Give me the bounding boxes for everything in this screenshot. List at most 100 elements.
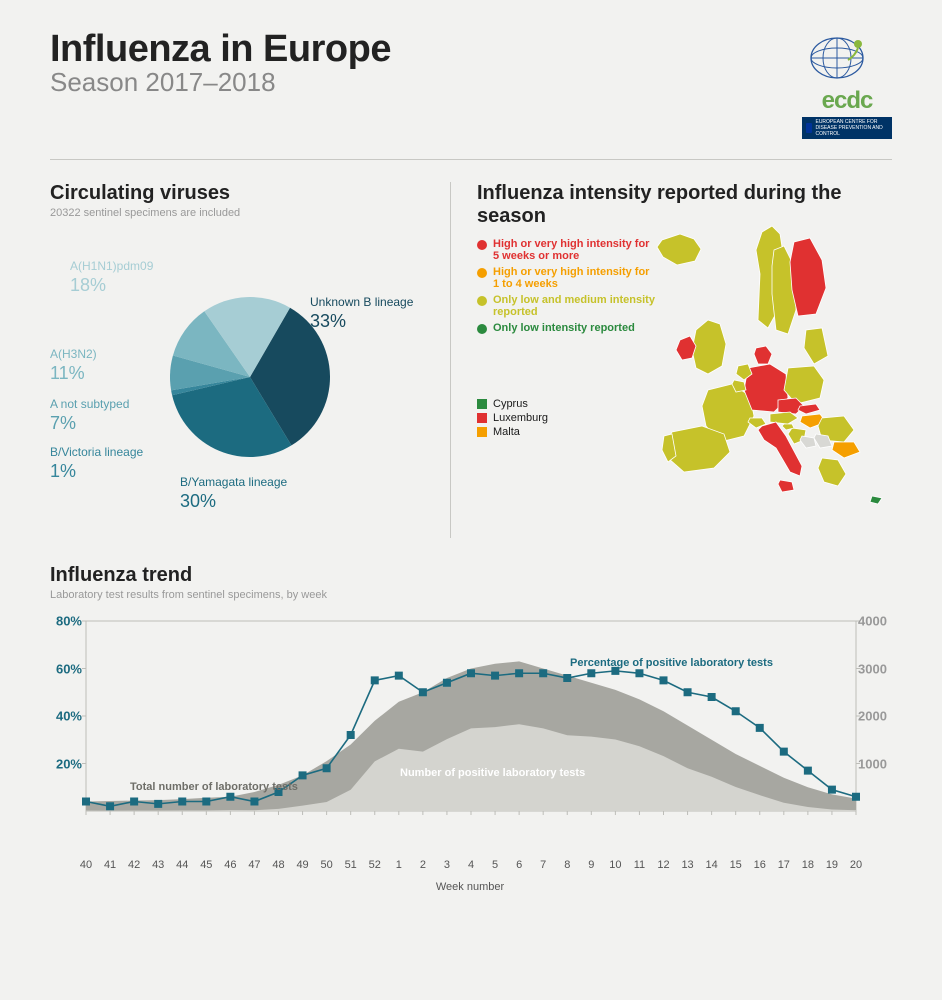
map-country-ireland [676, 336, 696, 360]
eu-flag-icon [806, 123, 812, 133]
logo-bar-text: EUROPEAN CENTRE FOR DISEASE PREVENTION A… [815, 119, 888, 137]
x-tick: 11 [634, 859, 645, 871]
country-legend-item: Luxemburg [477, 412, 548, 424]
pie-chart: Unknown B lineage33%B/Yamagata lineage30… [50, 237, 430, 517]
marker [780, 748, 788, 756]
y-right-tick: 4000 [858, 614, 898, 629]
marker [323, 764, 331, 772]
country-swatch [477, 413, 487, 423]
marker [732, 707, 740, 715]
map-country-denmark [754, 346, 772, 364]
x-tick: 1 [396, 859, 402, 871]
marker [250, 798, 258, 806]
series-label: Percentage of positive laboratory tests [570, 657, 773, 669]
marker [226, 793, 234, 801]
legend-swatch [477, 240, 487, 250]
y-left-tick: 60% [42, 661, 82, 676]
y-right-tick: 1000 [858, 756, 898, 771]
legend-label: Only low intensity reported [493, 322, 635, 334]
x-tick: 49 [296, 859, 308, 871]
marker [515, 669, 523, 677]
x-tick: 3 [444, 859, 450, 871]
top-row: Circulating viruses 20322 sentinel speci… [50, 182, 892, 538]
divider [50, 159, 892, 160]
marker [419, 688, 427, 696]
marker [443, 679, 451, 687]
x-tick: 7 [540, 859, 546, 871]
trend-subtitle: Laboratory test results from sentinel sp… [50, 589, 892, 601]
x-tick: 4 [468, 859, 474, 871]
header: Influenza in Europe Season 2017–2018 ecd… [50, 28, 892, 139]
marker [106, 802, 114, 810]
legend-swatch [477, 324, 487, 334]
trend-svg [50, 613, 890, 853]
y-right-tick: 2000 [858, 709, 898, 724]
marker [852, 793, 860, 801]
x-tick: 41 [104, 859, 116, 871]
country-legend-item: Malta [477, 426, 548, 438]
x-tick: 15 [730, 859, 742, 871]
x-tick: 51 [345, 859, 357, 871]
pie-panel: Circulating viruses 20322 sentinel speci… [50, 182, 450, 538]
x-tick: 47 [248, 859, 260, 871]
map-country-uk [692, 320, 726, 374]
country-label: Luxemburg [493, 412, 548, 424]
map-country-slovakia [798, 404, 820, 414]
country-label: Cyprus [493, 398, 528, 410]
map-country-legend: Cyprus Luxemburg Malta [477, 398, 548, 440]
marker [202, 798, 210, 806]
marker [395, 672, 403, 680]
marker [563, 674, 571, 682]
marker [708, 693, 716, 701]
subtitle: Season 2017–2018 [50, 67, 391, 98]
x-tick: 44 [176, 859, 188, 871]
pie-subtitle: 20322 sentinel specimens are included [50, 207, 430, 219]
x-tick: 5 [492, 859, 498, 871]
country-swatch [477, 427, 487, 437]
marker [828, 786, 836, 794]
marker [371, 676, 379, 684]
x-tick: 43 [152, 859, 164, 871]
map-country-bulgaria [832, 442, 860, 458]
x-tick: 6 [516, 859, 522, 871]
logo-text: ecdc [802, 87, 892, 115]
x-tick: 17 [778, 859, 790, 871]
y-left-tick: 40% [42, 709, 82, 724]
pie-label: B/Victoria lineage1% [50, 445, 143, 483]
country-legend-item: Cyprus [477, 398, 548, 410]
x-tick: 18 [802, 859, 814, 871]
x-tick: 40 [80, 859, 92, 871]
marker [756, 724, 764, 732]
x-tick: 12 [657, 859, 669, 871]
ecdc-logo: ecdc EUROPEAN CENTRE FOR DISEASE PREVENT… [802, 32, 892, 139]
x-tick: 13 [681, 859, 693, 871]
map-country-iceland [657, 234, 701, 265]
x-tick: 42 [128, 859, 140, 871]
x-tick: 52 [369, 859, 381, 871]
map-country-baltics [804, 328, 828, 364]
marker [299, 771, 307, 779]
pie-title: Circulating viruses [50, 182, 430, 205]
map-country-greece [818, 458, 846, 486]
x-tick: 19 [826, 859, 838, 871]
map-country-spain [666, 426, 730, 472]
x-tick: 10 [609, 859, 621, 871]
trend-panel: Influenza trend Laboratory test results … [50, 564, 892, 853]
pie-svg [170, 297, 330, 457]
pie-label: Unknown B lineage33% [310, 295, 413, 333]
country-label: Malta [493, 426, 520, 438]
y-left-tick: 80% [42, 614, 82, 629]
x-tick: 14 [706, 859, 718, 871]
legend-swatch [477, 296, 487, 306]
x-tick: 46 [224, 859, 236, 871]
logo-bar: EUROPEAN CENTRE FOR DISEASE PREVENTION A… [802, 117, 892, 139]
x-tick: 45 [200, 859, 212, 871]
map-country-cyprus [870, 496, 882, 504]
x-axis-label: Week number [436, 881, 504, 893]
marker [130, 798, 138, 806]
title-block: Influenza in Europe Season 2017–2018 [50, 28, 391, 98]
series-label: Number of positive laboratory tests [400, 767, 585, 779]
marker [82, 798, 90, 806]
marker [154, 800, 162, 808]
pie-label: A not subtyped7% [50, 397, 129, 435]
